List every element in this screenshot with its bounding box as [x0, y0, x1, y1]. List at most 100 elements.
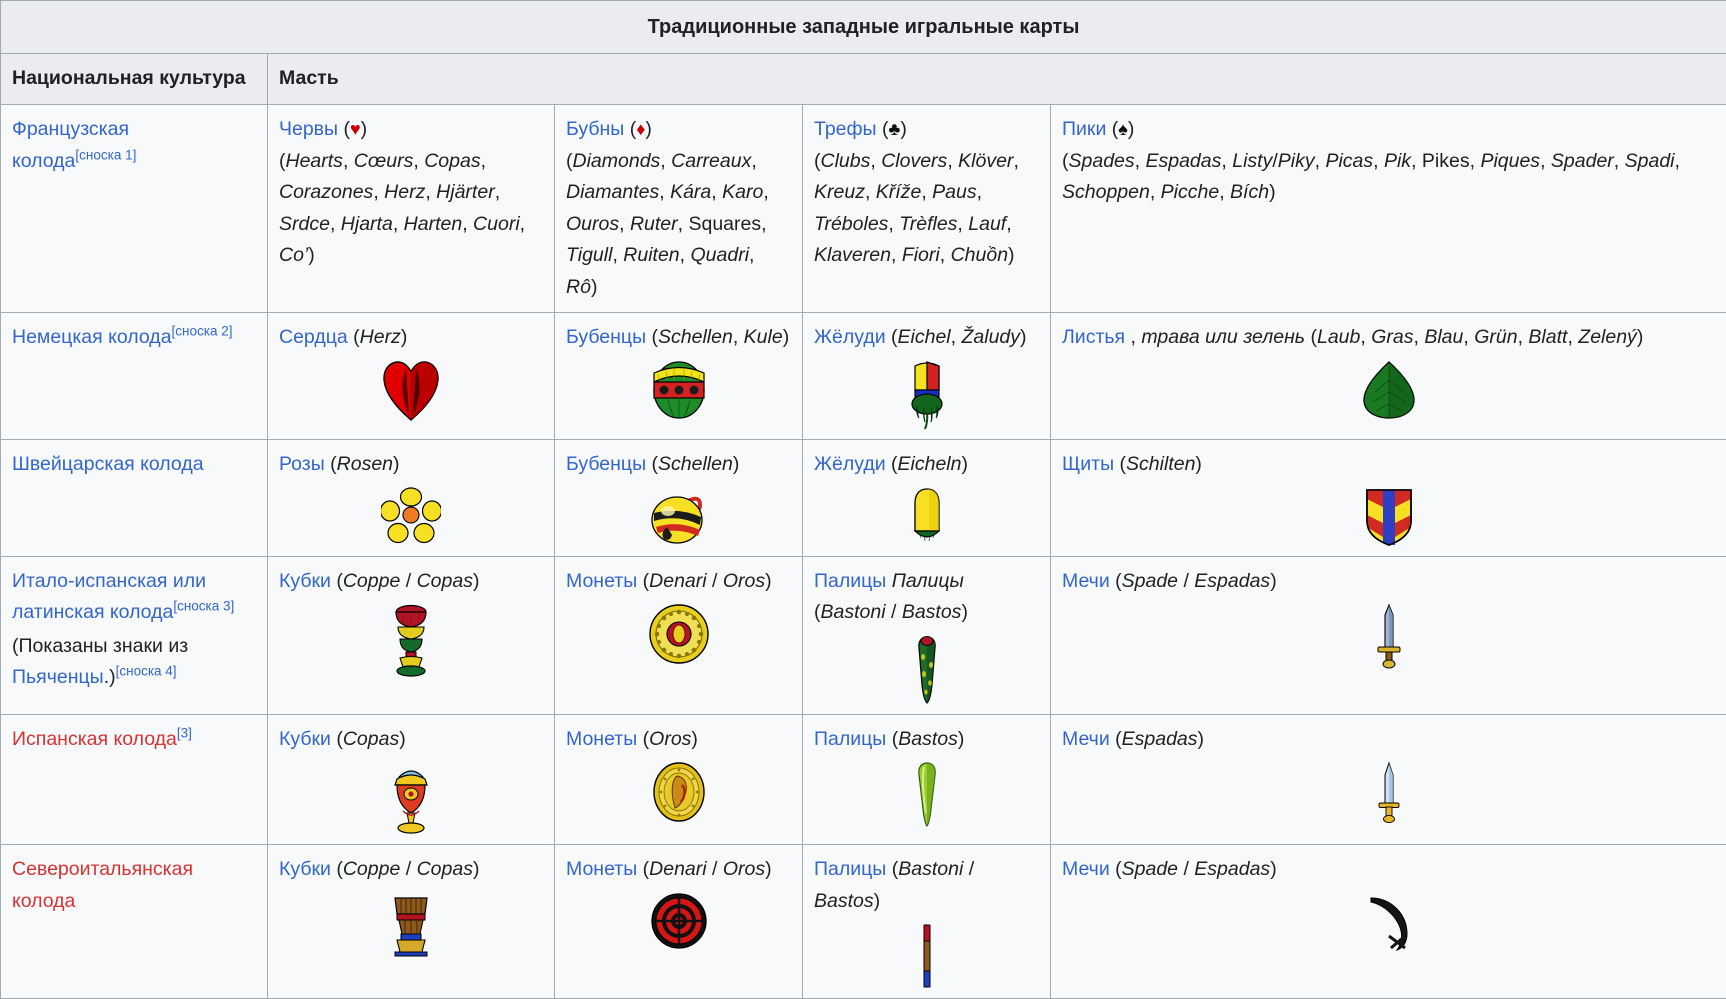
alias-separator: ) [473, 858, 480, 880]
suit-link[interactable]: Палицы [814, 570, 886, 592]
alias-term: Schoppen [1062, 181, 1150, 203]
table-row: Испанская колода[3]Кубки (Copas) Монеты … [1, 714, 1726, 845]
suit-link[interactable]: Бубны [566, 118, 624, 140]
suit-name-line: Монеты (Denari / Oros) [566, 854, 791, 886]
suit-symbol-latin-club [814, 635, 1039, 705]
suit-name-line: Кубки (Coppe / Copas) [279, 566, 543, 598]
latin-cup-icon [388, 603, 434, 677]
suit-pip-icon: ♦ [636, 119, 645, 139]
suit-name-line: Кубки (Copas) [279, 724, 543, 756]
culture-subnote-ref[interactable]: [сноска 4] [116, 664, 177, 679]
alias-separator: , [1135, 150, 1140, 172]
alias-term: Espadas [1145, 150, 1221, 172]
alias-separator: / [1183, 570, 1188, 592]
suit-name-line: Сердца (Herz) [279, 322, 543, 354]
suit-link[interactable]: Червы [279, 118, 338, 140]
culture-link[interactable]: Французская колода [12, 118, 129, 172]
alias-term: Lauf [968, 213, 1006, 235]
alias-term: Grün [1474, 326, 1517, 348]
suit-name-line: Червы (♥) [279, 114, 543, 146]
suit-link[interactable]: Палицы [814, 728, 886, 750]
culture-cell: Итало-испанская или латинская колода[сно… [1, 556, 268, 714]
alias-separator: , [891, 244, 896, 266]
alias-term: Spade [1122, 858, 1178, 880]
suit-link[interactable]: Мечи [1062, 570, 1110, 592]
culture-link[interactable]: Североитальянская колода [12, 858, 193, 912]
alias-term: Cœurs [354, 150, 414, 172]
suit-link[interactable]: Листья [1062, 326, 1125, 348]
alias-term: Spade [1122, 570, 1178, 592]
alias-term: Espadas [1122, 728, 1198, 750]
culture-link[interactable]: Испанская колода [12, 728, 177, 750]
alias-term: Pik [1384, 150, 1411, 172]
suit-cell: Мечи (Espadas) [1051, 714, 1726, 845]
suit-link[interactable]: Монеты [566, 570, 637, 592]
alias-separator: , [1540, 150, 1545, 172]
suit-name-line: Бубны (♦) [566, 114, 791, 146]
german-acorn-icon [905, 360, 949, 430]
suit-symbol-spanish-coin [566, 761, 791, 823]
alias-separator: , [921, 181, 926, 203]
alias-term: Schilten [1126, 453, 1195, 475]
alias-term: Espadas [1194, 858, 1270, 880]
suit-link[interactable]: Бубенцы [566, 326, 646, 348]
suit-link[interactable]: Мечи [1062, 728, 1110, 750]
suit-link[interactable]: Кубки [279, 728, 331, 750]
suit-link[interactable]: Трефы [814, 118, 877, 140]
culture-footnote-ref[interactable]: [сноска 3] [173, 599, 234, 614]
culture-subnote-line: (Показаны знаки из Пьяченцы.)[сноска 4] [12, 631, 256, 694]
suit-cell: Палицы (Bastos) [803, 714, 1051, 845]
culture-link[interactable]: Немецкая колода [12, 326, 172, 348]
suit-link[interactable]: Розы [279, 453, 325, 475]
alias-separator: , [520, 213, 525, 235]
alias-separator: ) [1198, 728, 1205, 750]
suit-symbol-latin-coin [566, 603, 791, 665]
alias-separator: , [1413, 326, 1418, 348]
suit-link[interactable]: Монеты [566, 728, 637, 750]
spanish-coin-icon [651, 761, 707, 823]
suit-link[interactable]: Кубки [279, 570, 331, 592]
alias-term: Žaludy [962, 326, 1021, 348]
suit-symbol-german-bell [566, 360, 791, 422]
alias-term: Harten [404, 213, 463, 235]
german-heart-icon [382, 360, 440, 422]
alias-separator: / [406, 570, 411, 592]
suit-cell: Щиты (Schilten) [1051, 440, 1726, 557]
suit-link[interactable]: Бубенцы [566, 453, 646, 475]
suit-link[interactable]: Монеты [566, 858, 637, 880]
culture-link[interactable]: Швейцарская колода [12, 453, 204, 475]
alias-term: Trèfles [899, 213, 957, 235]
culture-footnote-ref[interactable]: [сноска 2] [172, 324, 233, 339]
suit-symbol-spanish-cup [279, 761, 543, 835]
suit-link[interactable]: Жёлуди [814, 326, 886, 348]
suit-cell: Жёлуди (Eicheln) [803, 440, 1051, 557]
suit-link[interactable]: Пики [1062, 118, 1106, 140]
alias-separator: , [761, 213, 766, 235]
culture-subnote-link[interactable]: Пьяченцы [12, 666, 104, 688]
culture-footnote-ref[interactable]: [3] [177, 725, 192, 740]
suit-link[interactable]: Жёлуди [814, 453, 886, 475]
suit-cell: Монеты (Denari / Oros) [555, 845, 803, 999]
culture-footnote-ref[interactable]: [сноска 1] [75, 147, 136, 162]
culture-link[interactable]: Итало-испанская или латинская колода [12, 570, 206, 624]
alias-separator: , [343, 150, 348, 172]
suit-link[interactable]: Щиты [1062, 453, 1114, 475]
alias-separator: , [680, 244, 685, 266]
suit-link[interactable]: Мечи [1062, 858, 1110, 880]
alias-term: Spader [1551, 150, 1614, 172]
alias-separator: ) [961, 601, 968, 623]
alias-separator: ) [1637, 326, 1644, 348]
culture-cell: Французская колода[сноска 1] [1, 104, 268, 312]
alias-separator: ) [399, 728, 406, 750]
suit-link[interactable]: Кубки [279, 858, 331, 880]
alias-term: Herz [384, 181, 425, 203]
suit-link[interactable]: Сердца [279, 326, 348, 348]
suit-symbol-latin-sword [1062, 603, 1715, 669]
alias-separator: ) [733, 453, 740, 475]
suit-link[interactable]: Палицы [814, 858, 886, 880]
suit-cell: Пики (♠)(Spades, Espadas, Listy/Piky, Pi… [1051, 104, 1726, 312]
alias-separator: , [763, 181, 768, 203]
suit-cell: Розы (Rosen) [268, 440, 555, 557]
alias-separator: , [481, 150, 486, 172]
